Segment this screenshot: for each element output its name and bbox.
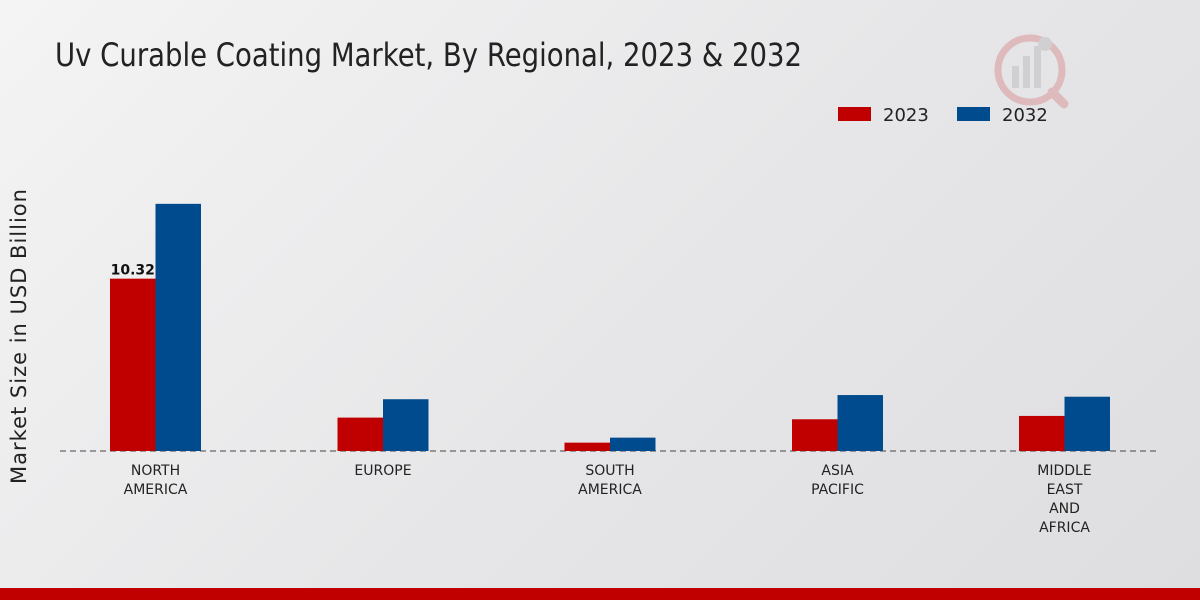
bar-2032-1 [383,399,429,451]
x-tick-label-0-1: AMERICA [124,482,188,498]
legend-swatch-2032 [957,107,990,121]
bar-2032-3 [837,395,883,451]
x-tick-label-0-0: NORTH [131,463,180,479]
x-tick-label-4-3: AFRICA [1039,520,1090,536]
bar-2023-3 [792,419,838,451]
bars-group [110,203,1110,451]
bar-2023-2 [564,442,610,451]
bar-2023-1 [337,417,383,451]
x-tick-label-2-1: AMERICA [578,482,642,498]
x-tick-label-3-1: PACIFIC [811,482,864,498]
x-tick-label-4-2: AND [1049,501,1080,517]
x-tick-labels: NORTH AMERICA EUROPE SOUTH AMERICA ASIA PACIFI… [124,463,1092,536]
bar-2032-0 [155,203,201,451]
x-tick-label-1-0: EUROPE [354,463,411,479]
data-label-2023-0: 10.32 [111,263,155,279]
y-axis-label: Market Size in USD Billion [7,188,31,484]
bar-2032-2 [610,437,656,451]
bar-2023-4 [1019,415,1065,451]
footer-accent-bar [0,588,1200,600]
market-research-logo-icon [994,34,1069,109]
x-tick-label-2-0: SOUTH [585,463,634,479]
data-labels: 10.32 [111,263,155,279]
chart-title: Uv Curable Coating Market, By Regional, … [55,36,803,74]
legend-label-2023: 2023 [883,105,929,126]
legend: 2023 2032 [838,105,1048,126]
x-tick-label-4-1: EAST [1047,482,1083,498]
legend-label-2032: 2032 [1002,105,1048,126]
bar-2023-0 [110,278,156,451]
x-tick-label-4-0: MIDDLE [1037,463,1091,479]
x-tick-label-3-0: ASIA [821,463,854,479]
bar-2032-4 [1064,396,1110,451]
legend-swatch-2023 [838,107,871,121]
